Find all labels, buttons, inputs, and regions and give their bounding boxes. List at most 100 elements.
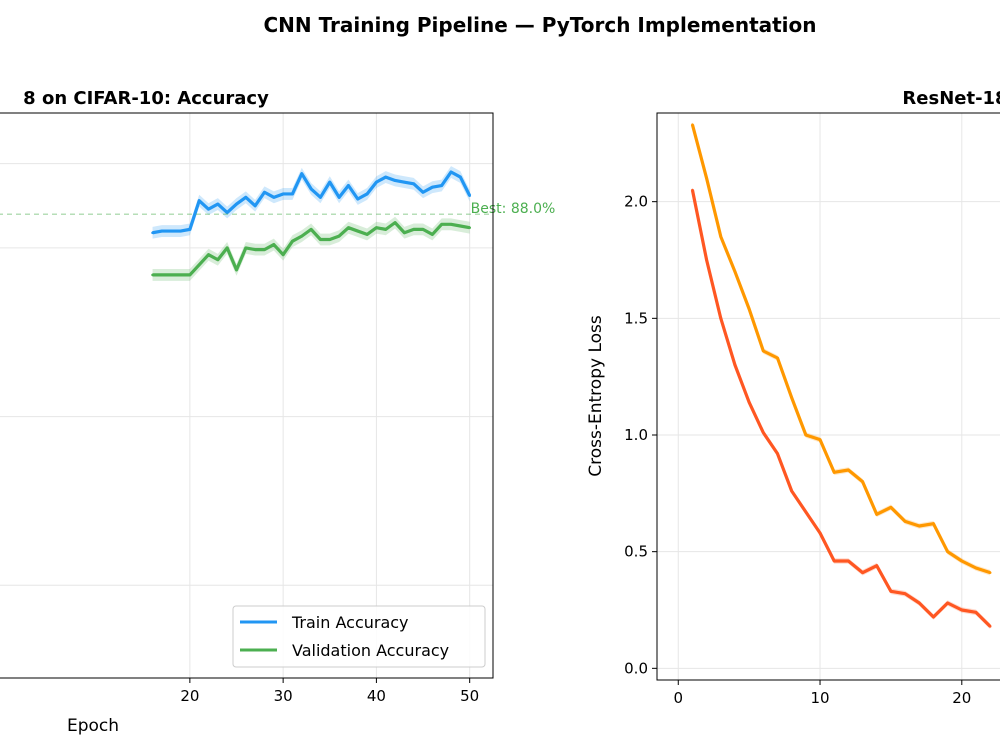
- loss-series-2-point: [932, 615, 935, 619]
- validation-accuracy-point: [356, 229, 360, 233]
- accuracy-x-tick-label: 30: [274, 687, 293, 705]
- validation-accuracy-point: [459, 224, 462, 228]
- train-accuracy-point: [151, 231, 154, 235]
- validation-accuracy-point: [263, 248, 266, 251]
- train-accuracy-point: [291, 192, 294, 196]
- validation-accuracy-point: [291, 239, 294, 243]
- loss-x-tick-label: 0: [673, 689, 683, 707]
- loss-chart-title: ResNet-18: [902, 88, 1000, 109]
- loss-y-tick-label: 1.0: [624, 426, 648, 444]
- validation-accuracy-point: [272, 243, 276, 246]
- validation-accuracy-point: [365, 233, 369, 236]
- train-accuracy-point: [449, 170, 453, 174]
- loss-series-2-point: [719, 317, 723, 320]
- train-accuracy-point: [188, 228, 192, 231]
- loss-series-1-point: [733, 270, 737, 273]
- loss-series-1-point: [988, 571, 992, 574]
- loss-series-1-band: [692, 121, 991, 576]
- loss-series-1-point: [790, 396, 793, 399]
- train-accuracy-point: [216, 202, 220, 206]
- accuracy-x-tick-label: 20: [180, 687, 199, 705]
- validation-accuracy-point: [179, 273, 182, 277]
- loss-series-2-point: [917, 601, 921, 605]
- train-accuracy-point: [235, 202, 238, 206]
- loss-series-2-point: [733, 363, 737, 367]
- loss-chart: 0 10 20 0.0 0.5 1.0 1.5 2.0 ResNet-18 Cross-Ent…: [586, 88, 1000, 707]
- validation-accuracy-point: [207, 253, 210, 256]
- loss-series-1-point: [818, 438, 822, 441]
- accuracy-x-axis-label: Epoch: [67, 716, 119, 736]
- loss-y-tick-label: 0.5: [624, 543, 648, 561]
- validation-accuracy-point: [403, 231, 406, 235]
- loss-series-1-point: [832, 471, 836, 474]
- loss-series-2-point: [960, 608, 964, 612]
- legend-box: [232, 605, 486, 668]
- loss-series-2-point: [988, 625, 992, 628]
- train-accuracy-point: [207, 207, 210, 211]
- validation-accuracy-point: [235, 268, 238, 272]
- validation-accuracy-point: [281, 253, 285, 256]
- loss-series-2-band: [692, 187, 991, 630]
- loss-series-2-point: [832, 559, 836, 563]
- train-accuracy-point: [169, 229, 173, 233]
- train-accuracy-point: [365, 192, 369, 196]
- validation-accuracy-point: [440, 223, 444, 226]
- loss-series-1-point: [776, 356, 779, 360]
- train-accuracy-point: [281, 192, 285, 196]
- accuracy-x-ticks: 20 30 40 50: [180, 678, 479, 705]
- validation-accuracy-band: [152, 216, 470, 281]
- validation-accuracy-point: [375, 226, 378, 229]
- validation-accuracy-point: [319, 238, 322, 241]
- loss-series-2-point: [804, 510, 808, 514]
- validation-accuracy-point: [188, 273, 192, 277]
- train-accuracy-point: [272, 196, 276, 199]
- train-accuracy-point: [412, 182, 416, 186]
- train-accuracy-point: [160, 229, 164, 233]
- loss-series: [690, 121, 992, 630]
- train-accuracy-point: [253, 204, 257, 208]
- validation-accuracy-point: [328, 238, 332, 241]
- best-accuracy-label: Best: 88.0%: [471, 201, 556, 217]
- loss-series-2-point: [776, 452, 779, 455]
- train-accuracy-point: [356, 197, 360, 201]
- validation-accuracy-point: [449, 223, 453, 226]
- loss-series-1-point: [762, 349, 765, 353]
- accuracy-grid: [0, 113, 493, 678]
- loss-plot-frame: [656, 112, 1000, 681]
- loss-series-1-point: [861, 480, 864, 483]
- validation-accuracy-point: [253, 248, 257, 251]
- loss-axis-ticks: 0 10 20 0.0 0.5 1.0 1.5 2.0: [624, 193, 971, 707]
- train-accuracy-point: [244, 196, 248, 199]
- train-accuracy-band: [152, 166, 470, 239]
- loss-series-2-point: [762, 431, 765, 434]
- loss-series-1-point: [847, 468, 850, 472]
- loss-series-1-point: [889, 506, 893, 509]
- validation-accuracy-point: [169, 273, 173, 277]
- train-accuracy-point: [431, 185, 434, 189]
- loss-x-tick-label: 10: [810, 689, 829, 707]
- loss-series-2-point: [946, 601, 949, 605]
- train-accuracy-point: [263, 190, 266, 194]
- accuracy-chart-title: 8 on CIFAR-10: Accuracy: [23, 88, 269, 109]
- loss-series-1-point: [705, 177, 708, 180]
- loss-y-tick-label: 0.0: [624, 659, 648, 677]
- loss-series-2-point: [861, 571, 864, 574]
- loss-series-2-line: [690, 189, 992, 628]
- train-accuracy-point: [179, 229, 182, 233]
- accuracy-x-tick-label: 40: [367, 687, 386, 705]
- validation-accuracy-point: [216, 258, 220, 262]
- train-accuracy-point: [403, 180, 406, 184]
- train-accuracy-point: [225, 211, 229, 214]
- loss-series-2-point: [747, 401, 751, 404]
- train-accuracy-point: [459, 175, 462, 179]
- train-accuracy-point: [384, 175, 388, 179]
- loss-series-2-point: [691, 188, 694, 192]
- validation-accuracy-point: [244, 246, 248, 250]
- validation-accuracy-point: [309, 228, 313, 231]
- validation-accuracy-point: [151, 273, 154, 277]
- train-accuracy-point: [440, 184, 444, 187]
- loss-series-2-point: [705, 258, 708, 262]
- accuracy-x-tick-label: 50: [460, 687, 479, 705]
- loss-y-tick-label: 1.5: [624, 309, 648, 327]
